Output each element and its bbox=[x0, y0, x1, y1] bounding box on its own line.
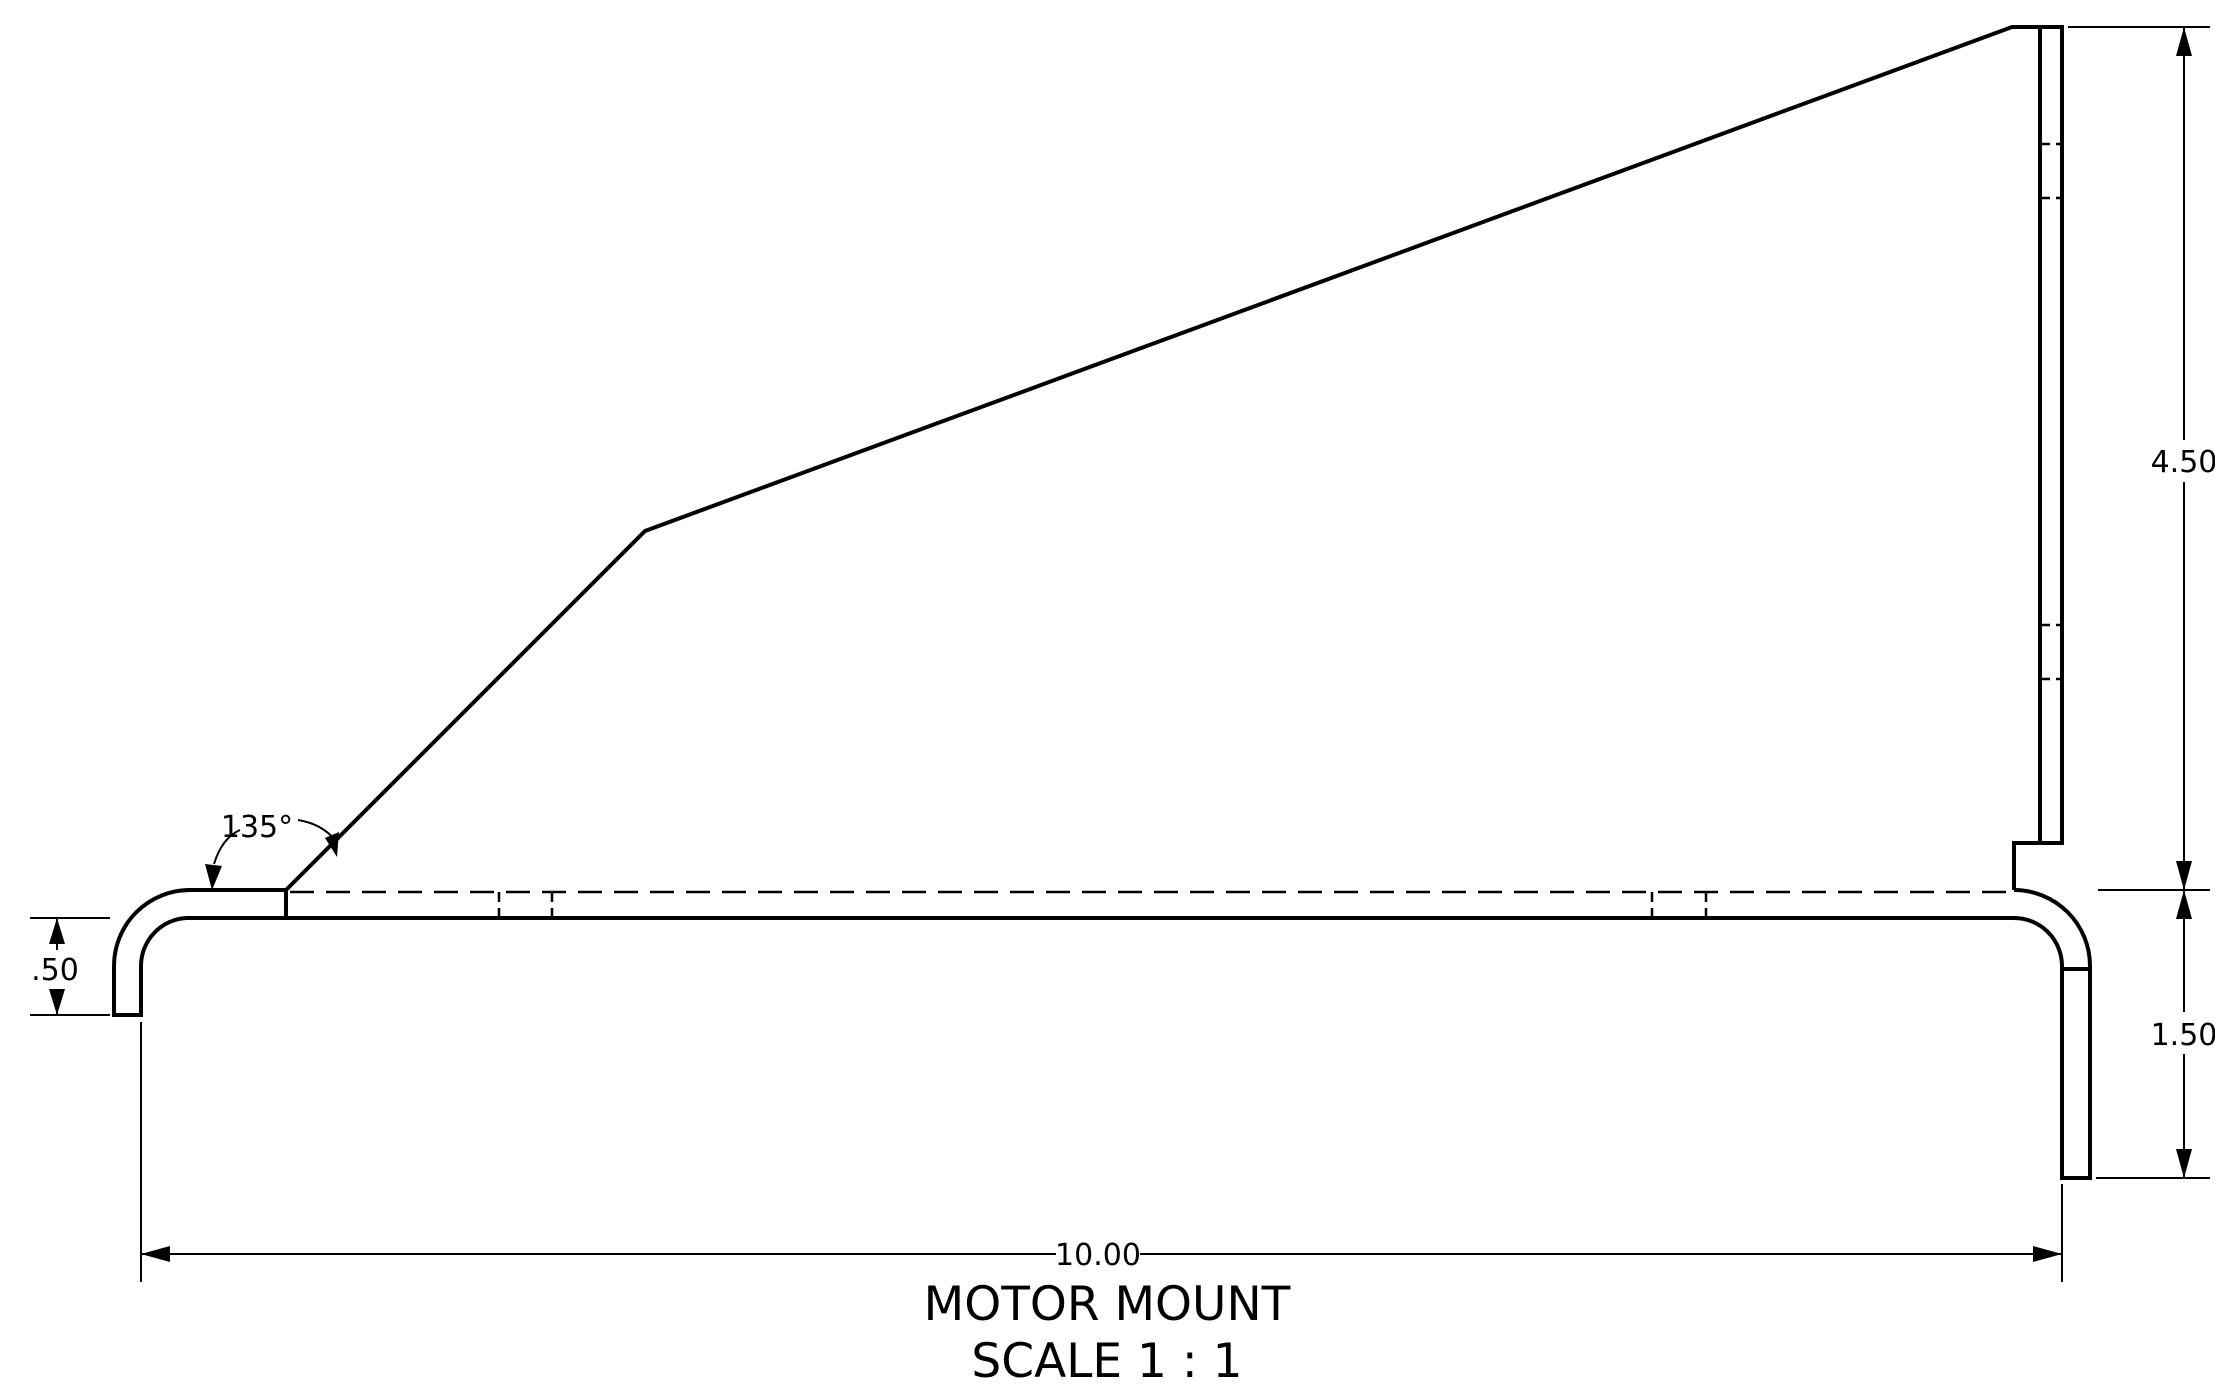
dimension-flange-label: .50 bbox=[31, 953, 79, 988]
arrowhead-flange-top bbox=[49, 918, 65, 944]
arrowhead-lower-top bbox=[2176, 890, 2192, 919]
arrowhead-angle-right bbox=[325, 832, 339, 857]
dimension-angle: 135° bbox=[205, 810, 339, 890]
dimension-overall-width: 10.00 bbox=[140, 1022, 2063, 1282]
drawing-title: MOTOR MOUNT bbox=[924, 1277, 1291, 1332]
left-flange-outer bbox=[112, 888, 191, 1017]
drawing-scale: SCALE 1 : 1 bbox=[971, 1334, 1242, 1386]
dimension-angle-label: 135° bbox=[221, 810, 293, 845]
part-outline bbox=[112, 25, 2092, 1180]
plate-outline bbox=[284, 25, 2064, 892]
dimension-upper-height-label: 4.50 bbox=[2151, 445, 2215, 480]
arrowhead-flange-bottom bbox=[49, 989, 65, 1015]
dimension-left-flange: .50 bbox=[30, 917, 110, 1016]
right-flange-outer bbox=[2013, 888, 2092, 1180]
angle-arc-left bbox=[213, 829, 241, 865]
dimension-width-label: 10.00 bbox=[1055, 1238, 1141, 1273]
arrowhead-right bbox=[2033, 1246, 2062, 1262]
arrowhead-left bbox=[141, 1246, 170, 1262]
title-block: MOTOR MOUNT SCALE 1 : 1 bbox=[924, 1277, 1291, 1386]
arrowhead-angle-left bbox=[205, 864, 222, 890]
dimension-vertical-right: 4.50 1.50 bbox=[2068, 26, 2215, 1179]
arrowhead-lower-bottom bbox=[2176, 1149, 2192, 1178]
arrowhead-upper-bottom bbox=[2176, 861, 2192, 890]
hidden-lines bbox=[290, 142, 2062, 918]
arrowhead-upper-top bbox=[2176, 27, 2192, 56]
dimension-lower-height-label: 1.50 bbox=[2151, 1018, 2215, 1053]
